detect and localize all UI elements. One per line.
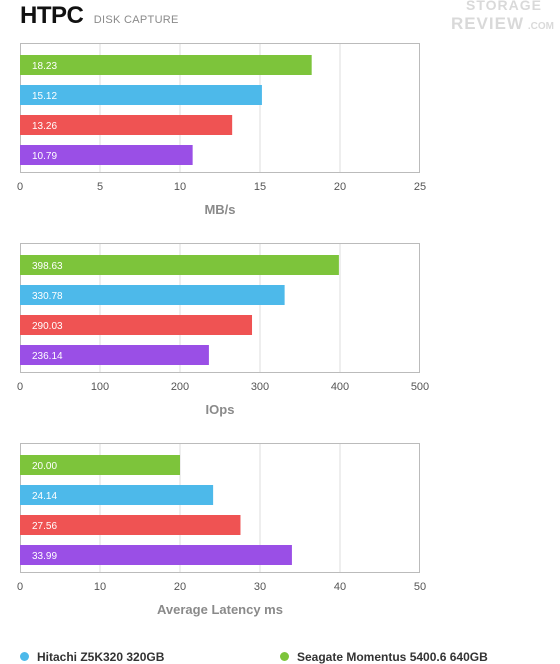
x-tick-label: 0 [17,581,23,593]
bar [20,345,209,365]
x-tick-label: 10 [94,581,106,593]
bar-value-label: 13.26 [32,121,57,132]
bar [20,85,262,105]
x-tick-label: 5 [97,181,103,193]
iops-chart: 398.63 330.78 290.03 236.14 0 100 200 300 400 500… [0,240,560,425]
throughput-chart: 18.23 15.12 13.26 10.79 0 5 10 15 20 25 MB/s [0,40,560,225]
x-tick-label: 30 [254,581,266,593]
bar-value-label: 290.03 [32,321,63,332]
legend-swatch-green [280,652,289,662]
x-tick-label: 0 [17,381,23,393]
x-tick-label: 20 [174,581,186,593]
x-tick-label: 100 [91,381,109,393]
x-tick-label: 10 [174,181,186,193]
legend-label: Hitachi Z5K320 320GB [37,650,165,664]
chart-subtitle: DISK CAPTURE [93,14,179,26]
bar [20,545,292,565]
chart-header: HTPC DISK CAPTURE [20,2,179,32]
chart-svg: 18.23 15.12 13.26 10.79 0 5 10 15 20 25 MB/s [17,43,426,217]
chart-svg: 398.63 330.78 290.03 236.14 0 100 200 300 400 500… [17,243,429,417]
x-tick-label: 25 [414,181,426,193]
plot-frame [20,243,420,373]
legend-swatch-blue [20,652,29,662]
bar [20,145,193,165]
bar-value-label: 10.79 [32,151,57,162]
x-tick-label: 400 [331,381,349,393]
bar-value-label: 27.56 [32,521,57,532]
chart-svg: 20.00 24.14 27.56 33.99 0 10 20 30 40 50 Average L… [17,443,426,617]
x-tick-label: 50 [414,581,426,593]
bar-value-label: 15.12 [32,91,57,102]
chart-title: HTPC [20,2,84,29]
bar [20,315,253,335]
x-tick-label: 500 [411,381,429,393]
x-axis-label: IOps [206,402,235,417]
bar [20,255,339,275]
bar [20,55,312,75]
legend-item-hitachi: Hitachi Z5K320 320GB [20,650,164,664]
watermark-suffix: .COM [528,21,554,32]
plot-frame [20,43,420,173]
bar [20,115,233,135]
watermark-line-1: STORAGE [466,0,542,13]
bar-value-label: 398.63 [32,261,63,272]
bar-value-label: 24.14 [32,491,57,502]
legend-item-seagate: Seagate Momentus 5400.6 640GB [280,650,488,664]
bar [20,455,180,475]
bar-value-label: 33.99 [32,551,57,562]
latency-chart: 20.00 24.14 27.56 33.99 0 10 20 30 40 50 Average L… [0,440,560,625]
bar-value-label: 20.00 [32,461,57,472]
x-axis-label: MB/s [204,202,235,217]
plot-frame [20,443,420,573]
bar [20,285,285,305]
chart-legend: Hitachi Z5K320 320GB Seagate Momentus 54… [0,642,560,664]
x-axis-label: Average Latency ms [157,602,283,617]
x-tick-label: 40 [334,581,346,593]
x-tick-label: 15 [254,181,266,193]
watermark-line-2: REVIEW [451,14,524,33]
x-tick-label: 200 [171,381,189,393]
bar-value-label: 330.78 [32,291,63,302]
bar [20,515,241,535]
x-tick-label: 300 [251,381,269,393]
legend-label: Seagate Momentus 5400.6 640GB [297,650,488,664]
x-tick-label: 20 [334,181,346,193]
storage-review-watermark-logo: STORAGE REVIEW .COM [451,0,554,33]
bar [20,485,214,505]
bar-value-label: 18.23 [32,61,57,72]
x-tick-label: 0 [17,181,23,193]
bar-value-label: 236.14 [32,351,63,362]
